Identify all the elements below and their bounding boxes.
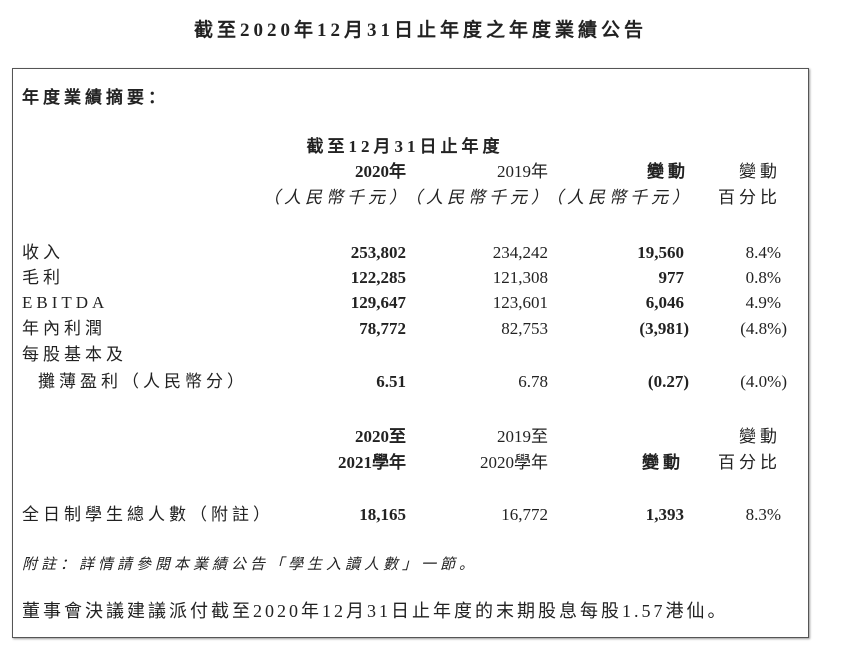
value-2020: 253,802 [350,243,406,262]
value-change-pct: (4.0%) [740,372,787,391]
row-label: 毛利 [22,268,64,287]
column-header: 百分比 [718,453,781,472]
column-header: 變動 [642,453,684,472]
row-label: 收入 [22,243,64,262]
value-2020-2021: 18,165 [359,505,406,524]
value-2020: 129,647 [350,293,406,312]
column-unit: （人民幣千元） [263,188,410,207]
value-2019: 123,601 [492,293,548,312]
summary-heading: 年度業績摘要： [22,88,169,107]
column-header: 2020學年 [480,453,548,472]
value-2019-2020: 16,772 [501,505,548,524]
value-2019: 234,242 [492,243,548,262]
column-header: 2019年 [497,162,548,181]
row-label-continued: 攤薄盈利（人民幣分） [38,372,248,391]
footnote: 附註：詳情請參閱本業績公告「學生入讀人數」一節。 [22,557,479,573]
value-change: 19,560 [637,243,684,262]
value-change: 6,046 [645,293,684,312]
value-change-pct: 0.8% [745,268,781,287]
row-label: EBITDA [22,293,109,312]
value-2020: 78,772 [359,319,406,338]
value-2019: 82,753 [501,319,548,338]
value-change-pct: 8.3% [745,505,781,524]
value-2020: 6.51 [376,372,406,391]
column-header: 2021學年 [338,453,406,472]
value-change: 1,393 [645,505,684,524]
value-change: (3,981) [639,319,689,338]
column-unit: （人民幣千元） [405,188,552,207]
row-label: 年內利潤 [22,319,106,338]
column-header: 變動 [739,162,781,181]
value-2019: 6.78 [518,372,548,391]
column-unit: （人民幣千元） [546,188,693,207]
value-2020: 122,285 [350,268,406,287]
column-header: 2020至 [355,427,406,446]
column-header: 2020年 [355,162,406,181]
column-header: 變動 [739,427,781,446]
summary-box [12,68,809,638]
value-change-pct: 8.4% [745,243,781,262]
period-header: 截至12月31日止年度 [306,137,504,156]
value-change: 977 [658,268,685,287]
value-change-pct: (4.8%) [740,319,787,338]
page-title: 截至2020年12月31日止年度之年度業績公告 [193,20,647,41]
dividend-statement: 董事會決議建議派付截至2020年12月31日止年度的末期股息每股1.57港仙。 [22,601,729,621]
value-2019: 121,308 [492,268,548,287]
row-label: 每股基本及 [22,345,127,364]
column-header: 2019至 [497,427,548,446]
column-unit: 百分比 [718,188,781,207]
column-header: 變動 [647,162,689,181]
row-label: 全日制學生總人數（附註） [22,505,274,524]
value-change: (0.27) [647,372,689,391]
value-change-pct: 4.9% [745,293,781,312]
